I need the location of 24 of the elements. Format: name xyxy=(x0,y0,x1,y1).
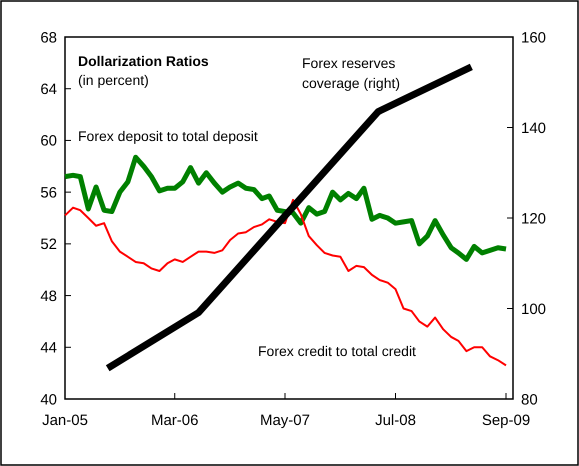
y-tick-label: 64 xyxy=(40,80,57,98)
x-tick-label: May-07 xyxy=(260,412,310,429)
y-tick-label: 56 xyxy=(40,184,57,202)
x-tick-label: Mar-06 xyxy=(150,412,198,429)
y-tick-label: 60 xyxy=(40,132,57,150)
line-series xyxy=(64,198,508,366)
y2-tick-label: 120 xyxy=(521,210,546,228)
x-tick-label: Sep-09 xyxy=(482,412,530,429)
series-label: Forex credit to total credit xyxy=(258,343,416,359)
series-label: Forex reserves coverage (right) xyxy=(302,55,400,91)
y2-tick-label: 80 xyxy=(521,391,538,408)
y2-tick-label: 140 xyxy=(521,120,546,137)
y2-tick-label: 160 xyxy=(521,29,546,46)
x-tick-label: Jan-05 xyxy=(42,412,88,429)
y-tick-label: 68 xyxy=(40,29,57,46)
y-tick-label: 40 xyxy=(40,391,57,408)
text: (in percent) xyxy=(78,72,149,88)
y-tick-label: 44 xyxy=(40,340,57,357)
text: Dollarization Ratios xyxy=(78,53,209,69)
y-tick-label: 48 xyxy=(40,288,57,305)
y2-tick-label: 100 xyxy=(521,300,546,318)
y-tick-label: 52 xyxy=(40,236,57,254)
x-tick-label: Jul-08 xyxy=(375,412,416,429)
text: Forex deposit to total deposit xyxy=(78,128,258,144)
